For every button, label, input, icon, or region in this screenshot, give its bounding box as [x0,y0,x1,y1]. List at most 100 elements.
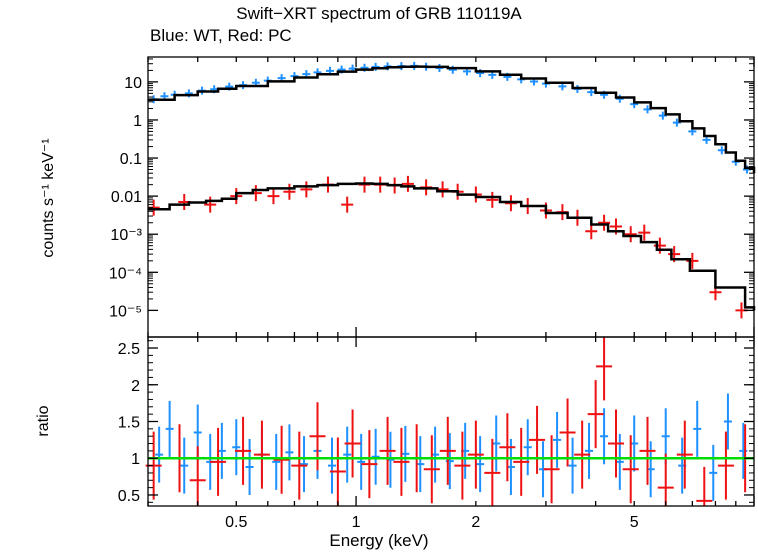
wt-ratio-point [401,425,410,482]
wt-data-point [717,146,726,155]
pc-data-point [300,181,313,198]
pc-ratio-point [344,409,361,478]
pc-ratio-point [235,416,252,485]
pc-ratio-point [484,438,501,506]
pc-data-point [283,183,296,200]
wt-ratio-point [180,437,189,494]
pc-ratio-point [543,435,560,504]
wt-ratio-point [285,424,294,481]
wt-ratio-point [155,426,164,483]
pc-data-point [686,252,699,269]
bottom-y-tick-label: 2.5 [118,341,140,358]
wt-ratio-point [165,400,174,457]
wt-ratio-point [371,428,380,485]
bottom-y-tick-label: 1 [131,451,140,468]
pc-data-point [436,181,449,198]
pc-ratio-point [454,431,471,500]
pc-ratio-point [361,430,378,499]
pc-ratio-point [439,416,456,485]
top-y-tick-label: 10⁻⁴ [109,265,142,282]
wt-ratio-point [300,436,309,493]
top-panel-data [147,61,756,319]
pc-ratio-point [513,427,530,496]
pc-data-point [486,191,499,208]
bottom-y-tick-label: 0.5 [118,488,140,505]
pc-data-point [204,196,217,213]
pc-ratio-point [574,420,591,489]
wt-ratio-point [217,422,226,479]
top-y-tick-label: 0.1 [120,151,142,168]
wt-ratio-point [492,415,501,472]
wt-ratio-point [523,419,532,476]
wt-ratio-point [343,426,352,483]
pc-ratio-point [529,405,546,474]
pc-data-point [624,226,637,243]
pc-ratio-point [657,453,674,506]
pc-ratio-point [559,398,576,467]
pc-ratio-point [717,431,734,500]
pc-ratio-point [622,435,639,504]
pc-ratio-point [676,420,693,489]
pc-ratio-point [596,337,613,401]
wt-ratio-point [723,393,732,450]
top-y-tick-label: 1 [133,113,142,130]
pc-data-point [267,188,280,205]
pc-ratio-point [696,466,713,506]
wt-data-point [371,62,380,71]
x-tick-label: 1 [352,514,361,531]
x-axis-label: Energy (keV) [329,531,429,550]
pc-data-point [504,195,517,212]
pc-ratio-point [608,409,625,478]
pc-ratio-point [467,420,484,489]
chart-title: Swift−XRT spectrum of GRB 110119A [236,4,522,23]
wt-ratio-point [600,408,609,465]
wt-ratio-point [328,437,337,494]
pc-data-point [341,196,354,213]
wt-ratio-point [709,444,718,501]
pc-data-point [585,223,598,240]
wt-data-point [587,88,596,97]
bottom-panel-frame [147,336,755,507]
wt-ratio-point [232,419,241,476]
bottom-panel-data [145,337,754,506]
x-tick-label: 2 [471,514,480,531]
pc-data-point [638,224,651,241]
wt-ratio-point [476,436,485,493]
wt-ratio-point [693,400,702,457]
pc-ratio-point [499,413,516,482]
wt-spectrum-series [149,61,751,174]
pc-ratio-point [423,435,440,504]
pc-ratio-point [309,402,326,471]
top-y-tick-label: 10⁻³ [110,227,142,244]
top-y-tick-label: 10⁻⁵ [109,303,142,320]
pc-ratio-point [393,427,410,496]
top-y-tick-label: 0.01 [111,189,142,206]
wt-ratio-point [245,439,254,496]
wt-ratio-point [357,433,366,490]
pc-ratio-point [210,427,227,496]
x-tick-label: 5 [630,514,639,531]
bottom-y-tick-label: 1.5 [118,415,140,432]
wt-model-line [148,65,756,174]
wt-ratio-point [585,422,594,479]
pc-ratio-point [587,380,604,449]
pc-ratio-point [253,420,270,489]
pc-ratio-point [379,416,396,485]
top-y-tick-label: 10 [124,75,142,92]
wt-data-point [672,118,681,127]
chart-subtitle: Blue: WT, Red: PC [150,26,292,45]
pc-data-point [598,214,611,231]
pc-data-point [401,175,414,192]
wt-data-point [615,94,624,103]
wt-ratio-point [568,437,577,494]
pc-model-line [148,182,756,311]
x-tick-label: 0.5 [225,514,247,531]
pc-ratio-point [639,416,656,485]
bottom-y-tick-label: 2 [131,378,140,395]
pc-ratio-point [329,437,346,506]
wt-ratio-point [272,433,281,490]
pc-ratio-point [291,431,308,500]
pc-ratio-point [273,425,290,494]
axes: 0.5 1 2 5 10 1 0.1 0.01 10⁻³ 10⁻⁴ 10⁻⁵ 0.5 1 1.5 2 2.5 [109,56,755,531]
